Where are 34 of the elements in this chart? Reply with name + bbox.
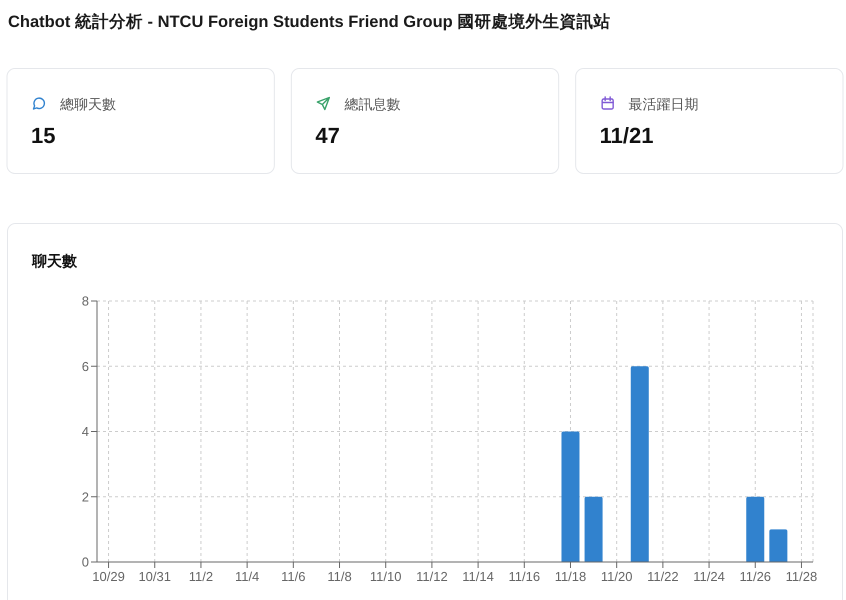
bar	[746, 496, 764, 562]
x-tick-label: 11/20	[600, 569, 632, 584]
x-tick-label: 10/31	[138, 569, 172, 584]
bar	[769, 529, 788, 562]
x-tick-label: 11/4	[234, 569, 260, 584]
text: 47	[315, 123, 340, 148]
y-tick-label: 2	[82, 489, 89, 504]
text: 15	[31, 123, 56, 148]
x-tick-label: 11/18	[554, 569, 586, 584]
x-tick-label: 11/16	[508, 569, 540, 584]
x-tick-label: 11/12	[416, 569, 448, 584]
text: 11/21	[600, 123, 654, 148]
chart-title: 聊天數	[31, 253, 78, 270]
x-tick-label: 10/29	[92, 569, 125, 584]
text: Chatbot 統計分析 - NTCU Foreign Students Friend Group 國研處境外生資訊站	[8, 12, 610, 31]
y-tick-label: 8	[82, 294, 89, 308]
x-tick-label: 11/22	[647, 569, 679, 584]
x-tick-label: 11/10	[370, 569, 402, 584]
bar	[630, 366, 649, 562]
category-label: 總聊天數	[59, 96, 116, 112]
bar	[584, 496, 603, 562]
x-tick-label: 11/2	[188, 569, 214, 584]
x-tick-label: 11/6	[281, 569, 306, 584]
category-label: 總訊息數	[343, 96, 400, 112]
category-label: 最活躍日期	[628, 96, 699, 112]
x-tick-label: 11/8	[327, 569, 352, 584]
bar	[561, 432, 580, 562]
x-tick-label: 11/14	[462, 569, 494, 584]
y-tick-label: 4	[82, 424, 89, 439]
x-tick-label: 11/28	[786, 569, 818, 584]
x-tick-label: 11/26	[739, 569, 772, 584]
y-tick-label: 0	[82, 554, 89, 570]
y-tick-label: 6	[82, 358, 89, 374]
x-tick-label: 11/24	[693, 569, 725, 584]
